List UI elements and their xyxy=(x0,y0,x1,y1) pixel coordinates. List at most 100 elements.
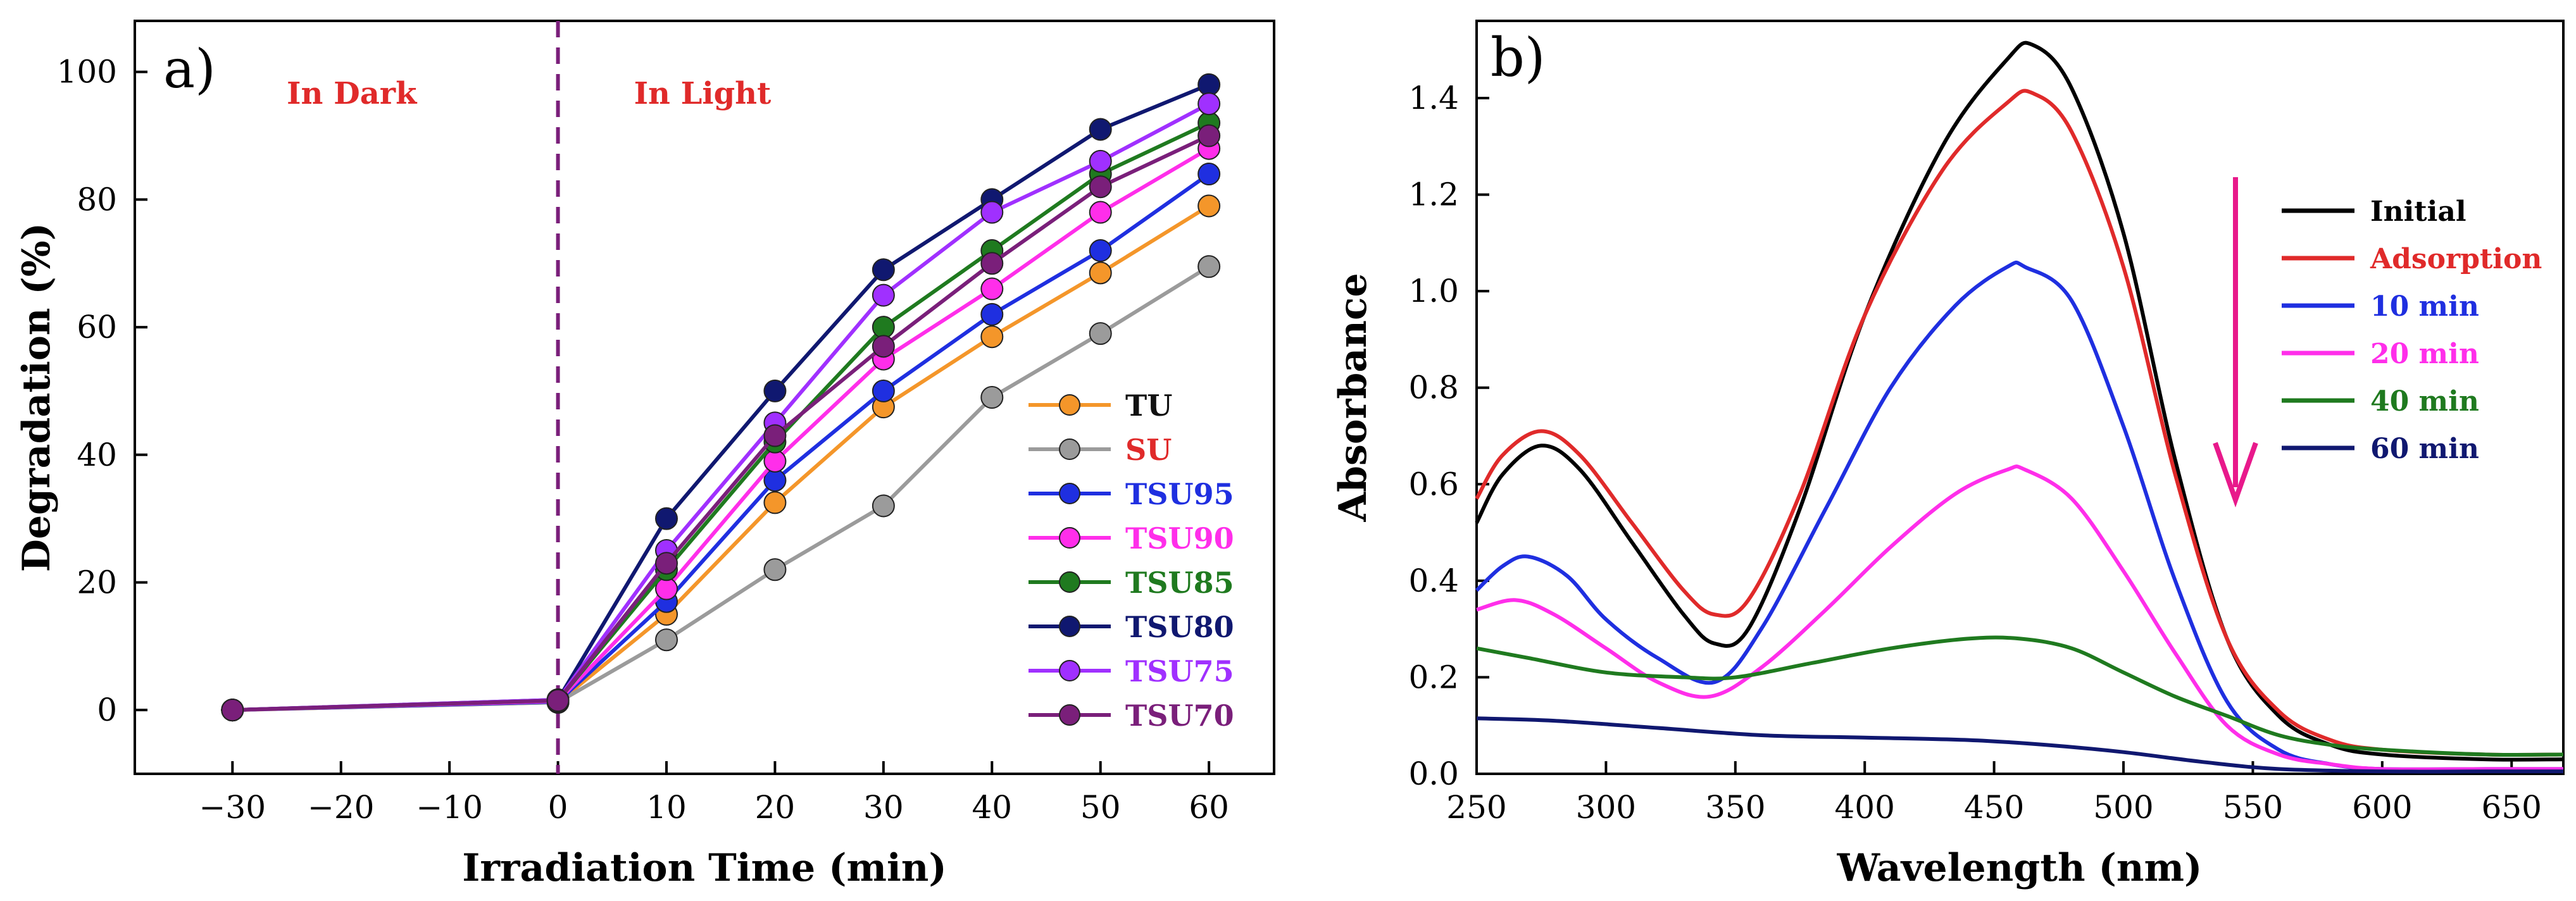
data-point-tsu90 xyxy=(980,277,1004,301)
data-point-tu xyxy=(1089,261,1112,285)
legend-item-adsorption: Adsorption xyxy=(2282,243,2542,275)
data-point-su xyxy=(1089,322,1112,345)
legend-item-10-min: 10 min xyxy=(2282,290,2479,323)
annotations-a: In Dark In Light xyxy=(287,76,771,111)
legend-item-60-min: 60 min xyxy=(2282,433,2479,465)
legend-marker-tsu80 xyxy=(1059,616,1080,637)
y-tick-label-b: 0.4 xyxy=(1408,562,1459,599)
data-point-tsu80 xyxy=(1089,118,1112,141)
x-tick-label-a: 40 xyxy=(972,789,1012,826)
x-tick-label-a: 60 xyxy=(1189,789,1229,826)
legend-marker-tu xyxy=(1059,394,1080,416)
spectrum-initial xyxy=(1475,40,2564,762)
data-point-tsu80 xyxy=(655,507,678,530)
data-point-tsu70 xyxy=(1197,124,1221,147)
y-tick-label-a: 60 xyxy=(77,309,117,345)
arrow-head xyxy=(2213,442,2258,507)
data-point-tsu75 xyxy=(980,201,1004,224)
annotation-in-dark: In Dark xyxy=(287,76,418,111)
data-point-tsu80 xyxy=(872,258,895,282)
x-axis-title-a: Irradiation Time (min) xyxy=(462,846,947,890)
data-point-tu xyxy=(980,325,1004,349)
x-tick-label-b: 550 xyxy=(2223,789,2283,826)
x-tick-label-a: −10 xyxy=(416,789,483,826)
legend-label-initial: Initial xyxy=(2370,196,2467,228)
y-tick-label-b: 1.4 xyxy=(1408,80,1459,116)
y-tick-label-a: 80 xyxy=(77,181,117,218)
legend-label-tsu85: TSU85 xyxy=(1125,566,1234,600)
legend-marker-tsu85 xyxy=(1059,571,1080,593)
series-a xyxy=(221,73,1221,722)
legend-item-tsu75: TSU75 xyxy=(1029,654,1234,688)
series-b xyxy=(1475,40,2564,774)
series-line-su xyxy=(232,264,1210,712)
data-point-tsu95 xyxy=(872,379,895,402)
y-tick-label-b: 0.0 xyxy=(1408,755,1459,792)
plot-frame-a xyxy=(134,20,1275,775)
x-tick-label-b: 500 xyxy=(2093,789,2153,826)
spectrum-adsorption xyxy=(1475,89,2564,757)
axis-ticks-b: 250 300 350 400 450 500 550 600 650 0.0 0.2 0.4 0.6 0… xyxy=(1408,80,2541,826)
data-point-tsu80 xyxy=(763,379,787,402)
legend-marker-su xyxy=(1059,438,1080,460)
y-axis-title-b: Absorbance xyxy=(1331,273,1375,522)
series-tsu70 xyxy=(221,124,1221,722)
legend-item-tsu70: TSU70 xyxy=(1029,699,1234,733)
spectrum-60-min xyxy=(1476,716,2563,774)
legend-label-tsu75: TSU75 xyxy=(1125,654,1234,688)
data-point-tsu90 xyxy=(1089,201,1112,224)
series-line-tu xyxy=(232,204,1210,712)
x-tick-label-a: −30 xyxy=(199,789,266,826)
legend-marker-tsu70 xyxy=(1059,704,1080,726)
data-point-su xyxy=(872,494,895,518)
x-tick-label-b: 600 xyxy=(2352,789,2412,826)
x-tick-label-a: 10 xyxy=(646,789,687,826)
data-point-tsu70 xyxy=(1089,175,1112,199)
legend-a: TU SU TSU95 TSU90 TSU85 TSU80 TSU75 TSU70 xyxy=(1029,388,1234,733)
x-tick-label-b: 400 xyxy=(1834,789,1894,826)
data-point-tsu95 xyxy=(980,302,1004,326)
data-point-tsu70 xyxy=(763,424,787,447)
legend-label-20-min: 20 min xyxy=(2370,338,2479,370)
series-line-tsu70 xyxy=(232,134,1210,712)
y-tick-label-a: 20 xyxy=(77,564,117,600)
data-point-tsu70 xyxy=(546,689,570,712)
legend-item-tsu85: TSU85 xyxy=(1029,566,1234,600)
y-tick-label-a: 0 xyxy=(97,692,117,728)
y-tick-label-b: 1.0 xyxy=(1408,273,1459,309)
data-point-su xyxy=(980,386,1004,409)
data-point-tu xyxy=(763,491,787,514)
axis-ticks-a: −30 −20 −10 0 10 20 30 40 50 60 0 20 40 60 80 100 xyxy=(57,54,1229,826)
legend-label-60-min: 60 min xyxy=(2370,433,2479,465)
data-point-tsu75 xyxy=(1089,149,1112,173)
y-tick-label-a: 40 xyxy=(77,437,117,473)
x-tick-label-a: 0 xyxy=(548,789,568,826)
legend-item-su: SU xyxy=(1029,433,1172,467)
x-tick-label-b: 350 xyxy=(1705,789,1765,826)
panel-label-a: a) xyxy=(163,38,216,100)
y-tick-label-b: 0.2 xyxy=(1408,659,1459,695)
legend-label-10-min: 10 min xyxy=(2370,290,2479,323)
legend-label-tsu90: TSU90 xyxy=(1125,521,1234,556)
data-point-tsu95 xyxy=(1089,239,1112,263)
x-tick-label-b: 650 xyxy=(2482,789,2542,826)
x-tick-label-b: 450 xyxy=(1964,789,2024,826)
data-point-tsu70 xyxy=(872,335,895,358)
legend-marker-tsu75 xyxy=(1059,660,1080,681)
legend-label-tsu80: TSU80 xyxy=(1125,610,1234,644)
y-axis-title-a: Degradation (%) xyxy=(15,223,59,572)
data-point-su xyxy=(655,628,678,652)
legend-item-initial: Initial xyxy=(2282,196,2467,228)
data-point-tsu80 xyxy=(1197,73,1221,96)
data-point-tu xyxy=(1197,194,1221,218)
degradation-chart: a) −30 −20 −10 0 10 20 30 40 50 60 0 20 40 60 80 100 In… xyxy=(15,20,1275,890)
x-tick-label-a: −20 xyxy=(308,789,375,826)
spectrum-20-min xyxy=(1476,464,2563,771)
legend-item-tsu80: TSU80 xyxy=(1029,610,1234,644)
legend-item-tu: TU xyxy=(1029,388,1172,423)
legend-item-tsu95: TSU95 xyxy=(1029,477,1234,511)
y-tick-label-a: 100 xyxy=(57,54,117,90)
x-tick-label-a: 20 xyxy=(755,789,796,826)
plot-frame-b xyxy=(1475,20,2565,775)
x-tick-label-b: 300 xyxy=(1576,789,1636,826)
